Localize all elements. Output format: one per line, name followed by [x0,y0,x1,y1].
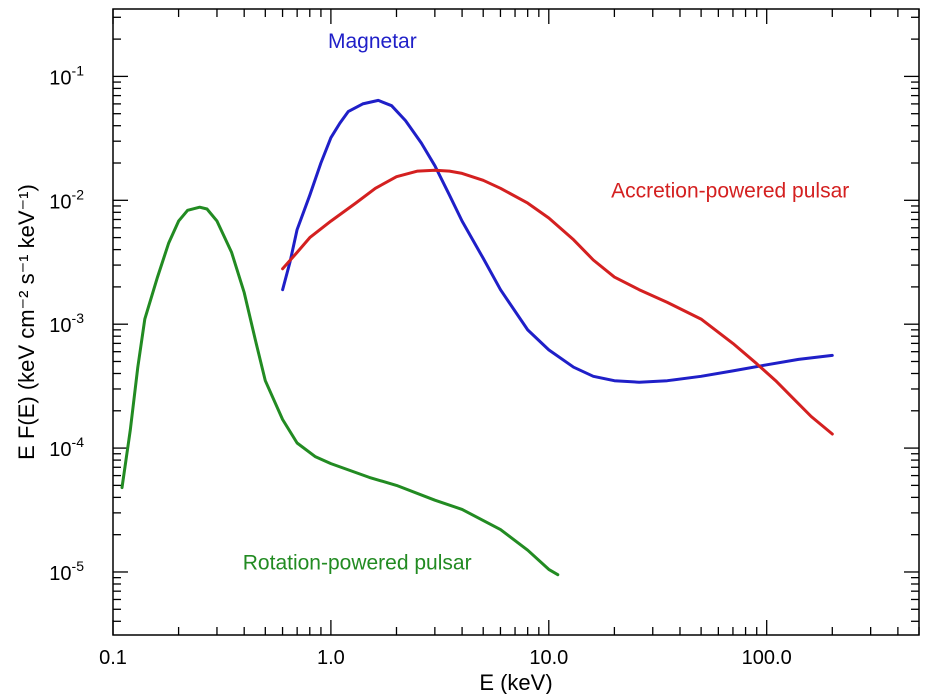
series-curves [120,98,834,577]
y-tick-label: 10-3 [49,310,84,337]
plot-frame [112,8,920,636]
x-tick-label: 100.0 [742,647,792,669]
y-tick-label: 10-1 [49,62,84,89]
y-axis-label: E F(E) (keV cm⁻² s⁻¹ keV⁻¹) [14,184,39,460]
y-tick-labels: 10-1 10-2 10-3 10-4 10-5 [49,62,84,585]
x-tick-label: 0.1 [99,647,127,669]
x-tick-label: 1.0 [317,647,345,669]
x-tick-labels: 0.1 1.0 10.0 100.0 [99,647,792,669]
rotation-powered-pulsar-curve [120,205,560,577]
accretion-powered-pulsar-curve [281,168,834,436]
accretion-powered-pulsar-label: Accretion-powered pulsar [611,180,849,203]
x-axis-label: E (keV) [479,670,552,694]
x-tick-label: 10.0 [529,647,568,669]
y-tick-label: 10-5 [49,558,84,585]
series-labels: Magnetar Accretion-powered pulsar Rotation… [243,30,849,575]
y-tick-label: 10-2 [49,186,84,213]
magnetar-label: Magnetar [328,30,417,53]
rotation-powered-pulsar-label: Rotation-powered pulsar [243,551,472,574]
axis-ticks [112,9,920,635]
y-tick-label: 10-4 [49,434,84,461]
magnetar-curve [281,98,834,384]
